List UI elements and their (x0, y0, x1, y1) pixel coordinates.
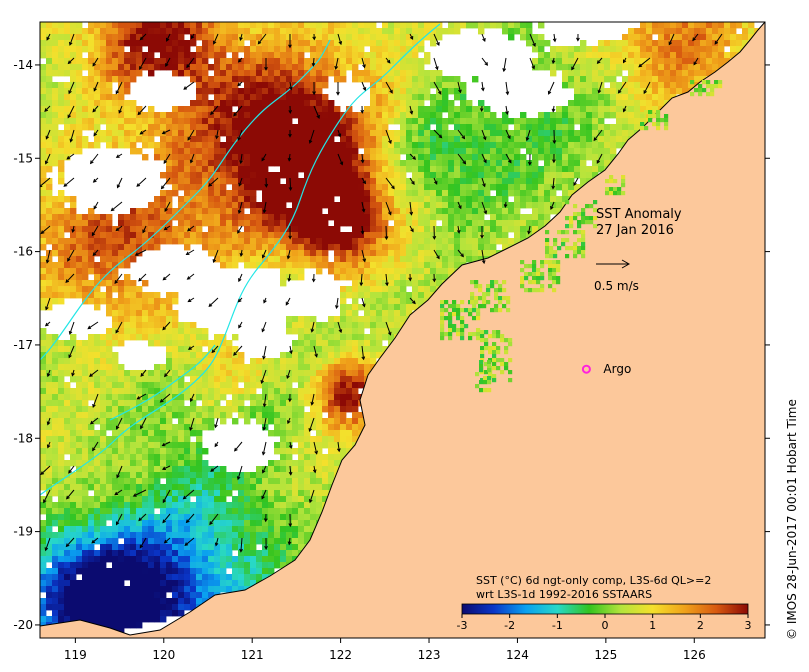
colorbar-tick-label: 0 (602, 619, 609, 632)
lat-tick-label: -17 (13, 338, 33, 352)
scale-arrow-head (621, 259, 631, 269)
colorbar-tick-label: 2 (697, 619, 704, 632)
colorbar-tick-label: -1 (552, 619, 563, 632)
colorbar-title-line1: SST (°C) 6d ngt-only comp, L3S-6d QL>=2 (476, 574, 711, 587)
lon-tick-label: 122 (329, 648, 352, 662)
lon-tick-label: 121 (241, 648, 264, 662)
contour-line-1 (40, 23, 441, 496)
contour-line-2 (40, 39, 331, 361)
vector-scale: 0.5 m/s (594, 259, 639, 293)
argo-float: Argo (581, 362, 631, 376)
lon-tick-label: 123 (418, 648, 441, 662)
lat-tick-label: -16 (13, 245, 33, 259)
argo-marker-icon (581, 364, 591, 374)
lat-tick-label: -20 (13, 618, 33, 632)
colorbar-tick-label: -3 (457, 619, 468, 632)
lat-tick-label: -14 (13, 58, 33, 72)
argo-label: Argo (603, 362, 631, 376)
lat-tick-label: -15 (13, 151, 33, 165)
colorbar: SST (°C) 6d ngt-only comp, L3S-6d QL>=2 … (457, 574, 752, 632)
sst-anomaly-field (40, 22, 761, 638)
colorbar-ticks: -3 -2 -1 0 1 2 3 (457, 614, 752, 632)
colorbar-ramp (461, 603, 749, 615)
current-vectors (40, 33, 723, 553)
contour-line-3 (109, 344, 216, 421)
map-plot-area (40, 22, 765, 638)
bathymetry-contours (40, 23, 441, 496)
imos-credit: © IMOS 28-Jun-2017 00:01 Hobart Time (785, 399, 799, 640)
latitude-axis: -14-15-16-17-18-19-20 (13, 58, 770, 632)
lon-tick-label: 124 (506, 648, 529, 662)
land-mass (40, 22, 765, 638)
map-title-line1: SST Anomaly (596, 207, 682, 222)
map-frame (39, 21, 766, 639)
colorbar-tick-label: -2 (504, 619, 515, 632)
estuary-data (440, 80, 723, 393)
colorbar-title-line2: wrt L3S-1d 1992-2016 SSTAARS (476, 588, 652, 601)
vector-scale-label: 0.5 m/s (594, 279, 639, 293)
lon-tick-label: 120 (152, 648, 175, 662)
colorbar-tick-label: 3 (745, 619, 752, 632)
colorbar-tick-label: 1 (649, 619, 656, 632)
lat-tick-label: -19 (13, 525, 33, 539)
lon-tick-label: 126 (683, 648, 706, 662)
lat-tick-label: -18 (13, 431, 33, 445)
lon-tick-label: 125 (594, 648, 617, 662)
map-title-line2: 27 Jan 2016 (596, 223, 674, 238)
longitude-axis: 119 120 121 122 123 124 125 126 (64, 638, 706, 662)
lon-tick-label: 119 (64, 648, 87, 662)
